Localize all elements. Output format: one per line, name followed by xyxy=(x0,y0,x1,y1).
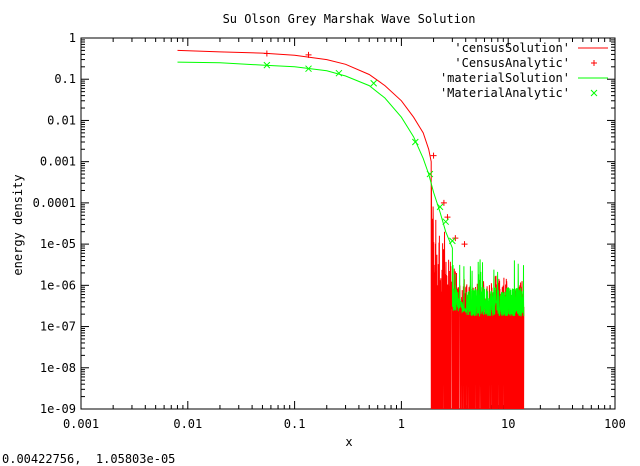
series-census-analytic xyxy=(263,50,468,248)
x-tick-label: 0.001 xyxy=(63,417,99,431)
y-tick-labels: 1e-09 1e-08 1e-07 1e-06 1e-05 0.0001 0.001 0.01… xyxy=(33,31,76,416)
data-point xyxy=(370,79,378,87)
data-point xyxy=(461,241,468,248)
legend-label: 'materialSolution' xyxy=(440,71,570,85)
tick-marks xyxy=(80,37,616,410)
data-point xyxy=(444,214,451,221)
x-tick-label: 0.1 xyxy=(284,417,306,431)
data-point xyxy=(436,203,444,211)
x-tick-label: 100 xyxy=(604,417,626,431)
y-tick-label: 1e-07 xyxy=(40,320,76,334)
x-tick-labels: 0.001 0.01 0.1 1 10 100 xyxy=(63,417,626,431)
legend: 'censusSolution''CensusAnalytic''materia… xyxy=(440,41,608,100)
data-point xyxy=(335,69,343,77)
data-point xyxy=(442,218,450,226)
x-axis-label: x xyxy=(345,435,352,449)
series-group xyxy=(177,49,525,410)
y-tick-label: 1e-06 xyxy=(40,278,76,292)
series-census-solution xyxy=(177,49,525,410)
data-point xyxy=(263,50,270,57)
x-tick-label: 1 xyxy=(398,417,405,431)
y-axis-label: energy density xyxy=(11,174,25,275)
series-material-analytic xyxy=(263,61,456,245)
data-point xyxy=(430,152,437,159)
data-point xyxy=(411,138,419,146)
legend-label: 'censusSolution' xyxy=(454,41,570,55)
plot-border xyxy=(80,37,616,410)
legend-label: 'MaterialAnalytic' xyxy=(440,86,570,100)
data-point xyxy=(426,170,434,178)
y-tick-label: 0.01 xyxy=(47,113,76,127)
y-tick-label: 1e-08 xyxy=(40,361,76,375)
mouse-coordinates-readout: 0.00422756, 1.05803e-05 xyxy=(2,452,176,466)
series-material-solution xyxy=(177,61,525,317)
y-tick-label: 0.0001 xyxy=(33,196,76,210)
data-point xyxy=(305,65,312,73)
data-point xyxy=(440,199,447,206)
chart-title: Su Olson Grey Marshak Wave Solution xyxy=(223,12,476,26)
y-tick-label: 1 xyxy=(69,31,76,45)
plot-frame xyxy=(80,37,616,410)
y-tick-label: 1e-05 xyxy=(40,237,76,251)
y-tick-label: 0.001 xyxy=(40,155,76,169)
legend-marker-swatch xyxy=(590,89,598,97)
y-tick-label: 0.1 xyxy=(54,72,76,86)
legend-label: 'CensusAnalytic' xyxy=(454,56,570,70)
legend-marker-swatch xyxy=(591,60,597,66)
data-point xyxy=(449,237,456,245)
data-point xyxy=(305,51,312,58)
y-tick-label: 1e-09 xyxy=(40,402,76,416)
x-tick-label: 10 xyxy=(501,417,515,431)
data-point xyxy=(263,61,271,69)
x-tick-label: 0.01 xyxy=(173,417,202,431)
